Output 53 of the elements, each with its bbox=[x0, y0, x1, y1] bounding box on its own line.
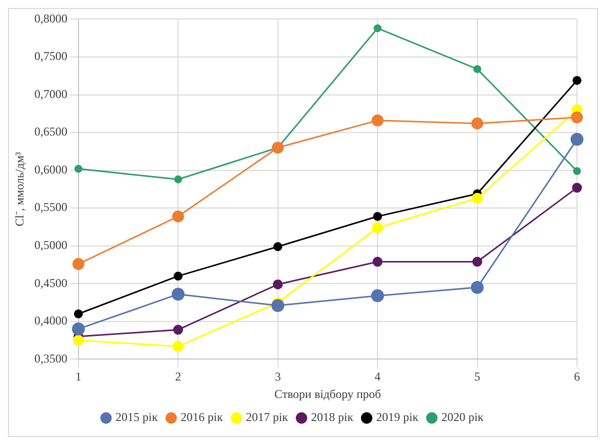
legend-label: 2015 рік bbox=[116, 410, 158, 424]
x-tick-label: 5 bbox=[474, 370, 480, 384]
legend-label: 2018 рік bbox=[311, 410, 354, 424]
point bbox=[173, 324, 184, 335]
y-tick-label: 0,7000 bbox=[34, 86, 68, 101]
point bbox=[372, 222, 384, 234]
legend-label: 2016 рік bbox=[180, 410, 224, 424]
point bbox=[172, 288, 185, 301]
legend-label: 2019 рік bbox=[376, 410, 418, 424]
y-tick-label: 0,4000 bbox=[34, 314, 68, 328]
point bbox=[473, 65, 482, 74]
point bbox=[273, 242, 282, 252]
legend-label: 2017 рік bbox=[246, 410, 288, 424]
point bbox=[572, 76, 582, 85]
x-tick-label: 4 bbox=[374, 370, 381, 384]
point bbox=[72, 334, 84, 346]
point bbox=[374, 24, 382, 32]
point bbox=[174, 175, 182, 184]
point bbox=[172, 340, 184, 352]
point bbox=[570, 132, 584, 146]
y-tick-label: 0,7500 bbox=[34, 49, 68, 64]
point bbox=[573, 167, 581, 176]
point bbox=[74, 309, 83, 318]
y-tick-label: 0,4500 bbox=[34, 276, 68, 290]
point bbox=[271, 299, 284, 312]
y-tick-label: 0,6000 bbox=[34, 162, 68, 176]
y-tick-label: 0,3500 bbox=[34, 351, 68, 366]
point bbox=[472, 256, 482, 267]
x-tick-label: 6 bbox=[574, 370, 580, 384]
y-axis-title: Cl⁻, ммоль/дм³ bbox=[12, 152, 26, 226]
point bbox=[72, 258, 84, 270]
point bbox=[470, 280, 484, 294]
point bbox=[472, 192, 483, 204]
y-tick-label: 0,6500 bbox=[34, 124, 68, 139]
x-tick-label: 3 bbox=[274, 370, 281, 384]
x-tick-label: 2 bbox=[175, 370, 182, 384]
x-tick-label: 1 bbox=[75, 370, 82, 384]
point bbox=[272, 279, 283, 290]
point bbox=[572, 182, 582, 193]
x-axis-title: Створи відбору проб bbox=[274, 386, 382, 401]
point bbox=[471, 118, 484, 130]
legend-label: 2020 рік bbox=[441, 410, 484, 424]
y-tick-label: 0,5500 bbox=[34, 200, 68, 214]
y-tick-label: 0,5000 bbox=[34, 238, 68, 252]
point bbox=[174, 272, 183, 281]
point bbox=[372, 256, 383, 267]
point bbox=[373, 212, 382, 221]
point bbox=[571, 111, 583, 124]
point bbox=[371, 289, 384, 302]
point bbox=[372, 114, 384, 126]
y-tick-label: 0,8000 bbox=[34, 11, 68, 26]
point bbox=[172, 210, 184, 222]
point bbox=[74, 164, 82, 173]
